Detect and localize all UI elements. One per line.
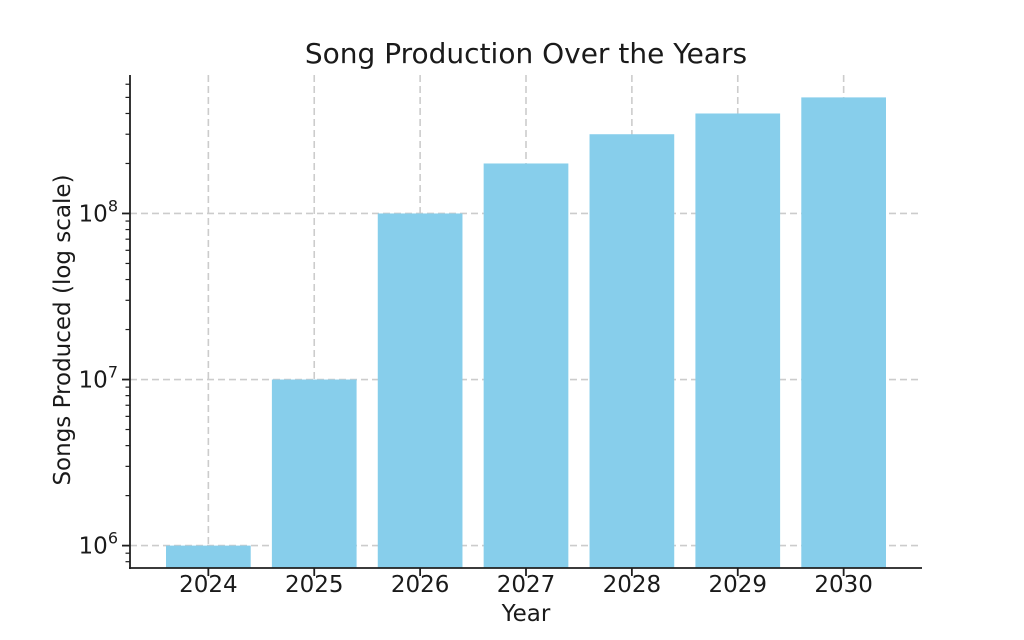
x-axis-label: Year	[501, 601, 551, 627]
y-tick-label: 108	[79, 196, 118, 227]
bar-2029	[695, 113, 781, 569]
x-tick-label: 2026	[391, 572, 450, 598]
bar-2024	[166, 545, 251, 568]
bar-2025	[271, 379, 357, 568]
chart-title: Song Production Over the Years	[305, 37, 747, 70]
y-tick-label: 107	[79, 363, 118, 394]
axes	[122, 75, 922, 576]
tick-labels: 106 107 108 2024 2025 2026 2027 2028 2029 2030	[79, 196, 873, 598]
bars	[166, 97, 886, 569]
bar-2028	[589, 134, 675, 569]
x-tick-label: 2024	[179, 572, 238, 598]
bar-2026	[377, 213, 463, 568]
x-tick-label: 2025	[285, 572, 344, 598]
x-tick-label: 2027	[497, 572, 556, 598]
bar-2027	[483, 163, 569, 568]
y-tick-label: 106	[79, 529, 118, 560]
bar-2030	[801, 97, 886, 569]
x-tick-label: 2028	[603, 572, 662, 598]
x-tick-label: 2030	[814, 572, 873, 598]
x-tick-label: 2029	[708, 572, 767, 598]
y-axis-label: Songs Produced (log scale)	[50, 174, 76, 485]
